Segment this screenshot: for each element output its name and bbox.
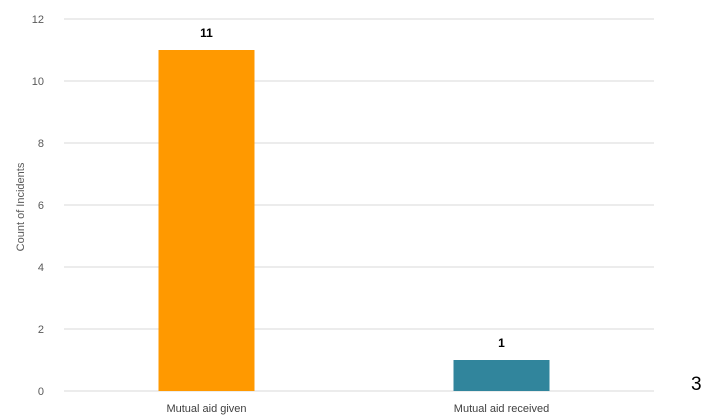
bar-mutual-aid-received (453, 360, 550, 391)
y-tick-label: 10 (32, 76, 44, 88)
y-tick-label: 2 (38, 324, 44, 336)
bars (158, 50, 550, 391)
data-labels: 111 (200, 26, 505, 350)
bar-mutual-aid-given (158, 50, 255, 391)
page-number: 3 (691, 374, 702, 395)
data-label: 11 (200, 26, 213, 40)
y-tick-label: 4 (38, 262, 44, 274)
y-tick-label: 0 (38, 386, 44, 398)
y-tick-label: 8 (38, 138, 44, 150)
data-label: 1 (498, 336, 505, 350)
x-category-label: Mutual aid received (454, 403, 549, 415)
x-axis-categories: Mutual aid given Mutual aid received (166, 403, 549, 415)
gridlines (64, 18, 654, 392)
y-axis-title: Count of Incidents (15, 162, 27, 251)
y-tick-label: 6 (38, 200, 44, 212)
y-tick-label: 12 (32, 14, 44, 26)
y-axis-ticks: 0 2 4 6 8 10 12 (32, 14, 44, 398)
x-category-label: Mutual aid given (166, 403, 246, 415)
